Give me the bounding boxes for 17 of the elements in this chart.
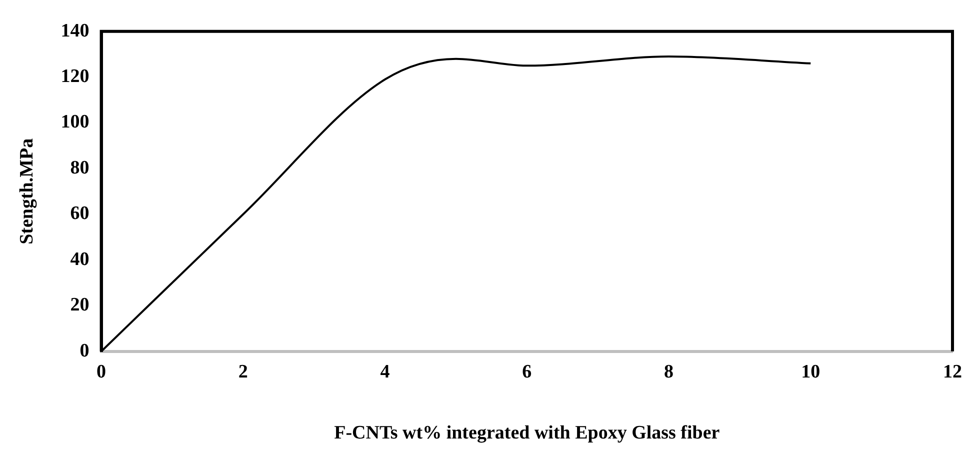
y-tick-label: 140 bbox=[60, 20, 90, 42]
x-tick-label: 4 bbox=[380, 362, 390, 383]
x-tick-label: 10 bbox=[801, 362, 820, 383]
y-tick-label: 120 bbox=[60, 66, 90, 88]
x-axis-title: F-CNTs wt% integrated with Epoxy Glass fiber bbox=[334, 422, 720, 444]
y-tick-label: 40 bbox=[70, 248, 90, 270]
y-tick-label: 20 bbox=[70, 294, 90, 316]
x-tick-label: 0 bbox=[96, 362, 106, 383]
y-axis-title: Stength.MPa bbox=[16, 138, 38, 244]
y-tick-label: 0 bbox=[80, 340, 90, 362]
x-tick-label: 2 bbox=[238, 362, 248, 383]
x-tick-label: 8 bbox=[664, 362, 674, 383]
y-tick-label: 60 bbox=[70, 203, 90, 224]
y-tick-label: 80 bbox=[70, 157, 90, 178]
x-tick-label: 6 bbox=[522, 362, 532, 383]
y-tick-label: 100 bbox=[60, 112, 90, 133]
x-tick-label: 12 bbox=[943, 362, 962, 383]
